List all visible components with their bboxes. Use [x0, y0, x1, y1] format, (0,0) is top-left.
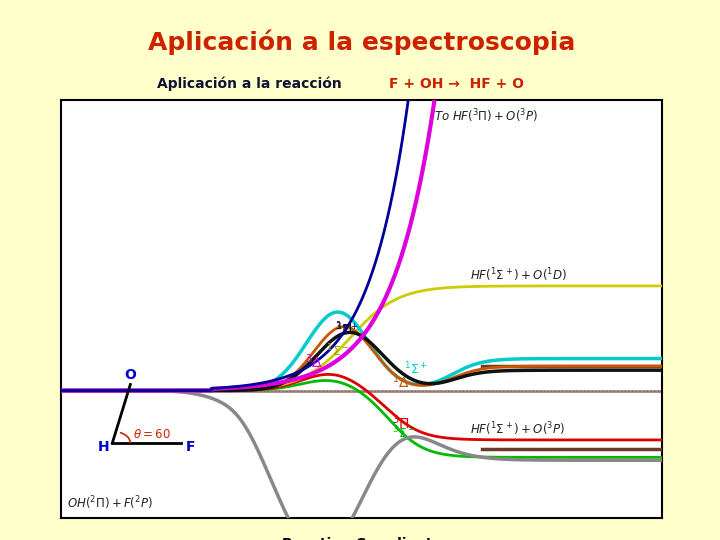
Text: To $HF(^3\Pi) + O(^3P)$: To $HF(^3\Pi) + O(^3P)$ — [434, 107, 538, 125]
Text: $OH(^2\Pi) + F(^2P)$: $OH(^2\Pi) + F(^2P)$ — [67, 494, 153, 511]
Text: Aplicación a la reacción: Aplicación a la reacción — [158, 77, 352, 91]
Text: $^1\Delta$: $^1\Delta$ — [392, 373, 410, 392]
Text: $^3\Sigma^-$: $^3\Sigma^-$ — [392, 425, 416, 442]
Text: $^1\Pi$: $^1\Pi$ — [335, 320, 353, 338]
Text: $\theta = 60$: $\theta = 60$ — [133, 428, 171, 441]
Text: Aplicación a la espectroscopia: Aplicación a la espectroscopia — [148, 29, 575, 55]
Text: F + OH →  HF + O: F + OH → HF + O — [389, 77, 524, 91]
Text: Reaction Coordinate: Reaction Coordinate — [282, 537, 442, 540]
Text: F: F — [186, 440, 195, 454]
Text: $HF(^1\Sigma^+) + O(^3P)$: $HF(^1\Sigma^+) + O(^3P)$ — [470, 421, 565, 438]
Text: $^3\Delta$: $^3\Delta$ — [305, 352, 323, 370]
Text: H: H — [97, 440, 109, 454]
Text: $^3\Sigma^+$: $^3\Sigma^+$ — [335, 322, 359, 338]
Text: O: O — [125, 368, 136, 382]
Text: $^1\Sigma^-$: $^1\Sigma^-$ — [325, 343, 350, 360]
Text: $^1\Sigma^+$: $^1\Sigma^+$ — [404, 360, 428, 377]
Text: $^3\Pi$: $^3\Pi$ — [392, 414, 410, 432]
Text: $HF(^1\Sigma^+) + O(^1D)$: $HF(^1\Sigma^+) + O(^1D)$ — [470, 266, 567, 284]
